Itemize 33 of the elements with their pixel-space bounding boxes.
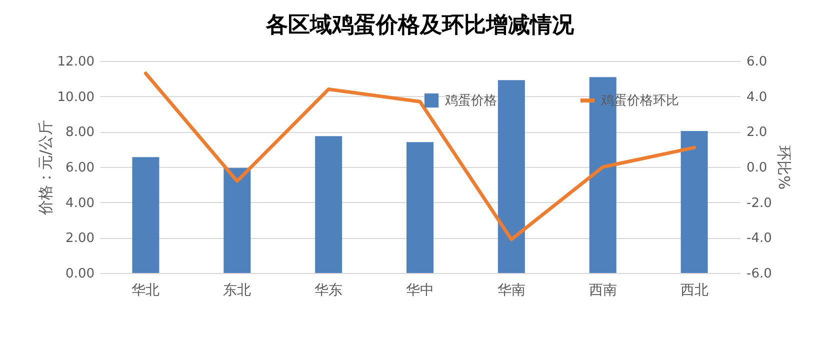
bar (132, 157, 160, 273)
x-tick-label: 西南 (588, 282, 617, 298)
y-tick-label: 10.00 (57, 90, 94, 105)
legend-label: 鸡蛋价格 (444, 94, 497, 108)
y2-tick-label: 2.0 (746, 125, 768, 140)
y-tick-label: 4.00 (66, 196, 94, 211)
y2-tick-label: -4.0 (746, 231, 772, 246)
y-tick-label: 6.00 (66, 160, 94, 176)
y-tick-label: 0.00 (66, 266, 94, 282)
chart-title: 各区域鸡蛋价格及环比增减情况 (265, 13, 575, 38)
x-tick-label: 西北 (680, 282, 708, 298)
x-tick-label: 华东 (314, 282, 343, 298)
bar (406, 142, 434, 273)
y2-tick-label: -2.0 (746, 196, 772, 211)
x-tick-label: 东北 (223, 282, 252, 298)
x-tick-label: 华南 (497, 282, 526, 298)
x-tick-label: 华中 (406, 282, 434, 298)
y-axis-title: 价格：元/公斤 (36, 120, 54, 216)
y2-axis-title: 环比% (774, 145, 793, 190)
y-tick-label: 2.00 (66, 231, 94, 246)
bar (498, 80, 525, 273)
x-tick-label: 华北 (132, 282, 160, 298)
y-tick-label: 8.00 (66, 125, 94, 140)
y2-tick-label: -6.0 (746, 266, 772, 282)
y2-tick-label: 0.0 (746, 160, 768, 176)
y2-tick-label: 4.0 (746, 90, 768, 105)
bar (315, 136, 342, 273)
y-tick-label: 12.00 (57, 54, 94, 70)
bar (589, 77, 616, 273)
line-series (144, 72, 696, 242)
bar (224, 168, 251, 273)
y2-tick-label: 6.0 (746, 54, 768, 70)
bar (680, 130, 708, 273)
